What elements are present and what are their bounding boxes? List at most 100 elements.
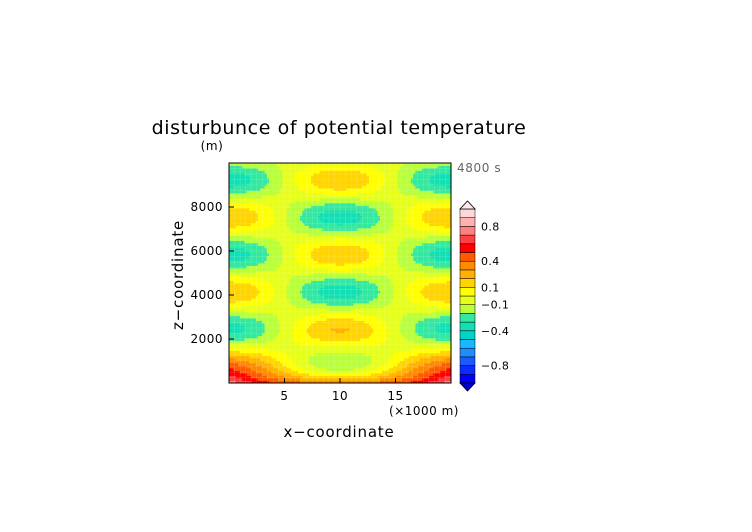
heatmap-cell bbox=[322, 343, 325, 346]
heatmap-cell bbox=[313, 360, 316, 364]
heatmap-cell bbox=[273, 293, 277, 296]
heatmap-cell bbox=[344, 333, 348, 336]
heatmap-cell bbox=[337, 205, 341, 209]
heatmap-cell bbox=[284, 380, 288, 384]
heatmap-cell bbox=[246, 313, 250, 316]
heatmap-cell bbox=[315, 170, 319, 174]
heatmap-cell bbox=[253, 263, 257, 266]
heatmap-cell bbox=[237, 368, 241, 371]
heatmap-cell bbox=[346, 208, 350, 211]
heatmap-cell bbox=[253, 248, 257, 251]
heatmap-cell bbox=[304, 353, 308, 356]
heatmap-cell bbox=[253, 223, 257, 226]
heatmap-cell bbox=[264, 238, 268, 241]
heatmap-cell bbox=[322, 378, 325, 381]
heatmap-cell bbox=[251, 360, 254, 364]
heatmap-cell bbox=[233, 278, 237, 281]
heatmap-cell bbox=[275, 213, 279, 216]
heatmap-cell bbox=[346, 263, 350, 266]
heatmap-cell bbox=[268, 323, 272, 326]
heatmap-cell bbox=[235, 368, 239, 371]
heatmap-cell bbox=[275, 320, 279, 324]
heatmap-cell bbox=[233, 193, 237, 196]
heatmap-cell bbox=[348, 343, 352, 346]
heatmap-cell bbox=[340, 338, 343, 341]
heatmap-cell bbox=[235, 253, 239, 256]
heatmap-cell bbox=[260, 333, 263, 336]
heatmap-cell bbox=[297, 348, 301, 351]
heatmap-cell bbox=[251, 348, 254, 351]
heatmap-cell bbox=[271, 335, 274, 339]
heatmap-cell bbox=[351, 370, 354, 374]
heatmap-cell bbox=[304, 365, 308, 369]
heatmap-cell bbox=[229, 173, 232, 176]
heatmap-cell bbox=[255, 380, 259, 384]
heatmap-cell bbox=[331, 183, 334, 186]
heatmap-cell bbox=[284, 373, 288, 376]
heatmap-cell bbox=[304, 243, 308, 246]
heatmap-cell bbox=[302, 210, 305, 214]
heatmap-cell bbox=[315, 210, 319, 214]
heatmap-cell bbox=[286, 378, 290, 381]
heatmap-cell bbox=[291, 280, 294, 284]
heatmap-cell bbox=[240, 200, 243, 204]
heatmap-cell bbox=[253, 218, 257, 221]
heatmap-cell bbox=[229, 235, 232, 239]
heatmap-cell bbox=[315, 203, 319, 206]
heatmap-cell bbox=[295, 208, 299, 211]
heatmap-cell bbox=[282, 250, 285, 254]
heatmap-cell bbox=[233, 240, 237, 244]
heatmap-cell bbox=[251, 373, 254, 376]
heatmap-cell bbox=[335, 370, 339, 374]
heatmap-cell bbox=[324, 340, 328, 344]
heatmap-cell bbox=[326, 358, 330, 361]
heatmap-cell bbox=[253, 235, 257, 239]
heatmap-cell bbox=[280, 195, 283, 199]
heatmap-cell bbox=[322, 338, 325, 341]
heatmap-cell bbox=[293, 285, 296, 289]
heatmap-cell bbox=[233, 280, 237, 284]
heatmap-cell bbox=[351, 300, 354, 304]
heatmap-cell bbox=[268, 228, 272, 231]
heatmap-cell bbox=[229, 345, 232, 349]
heatmap-cell bbox=[324, 268, 328, 271]
heatmap-cell bbox=[348, 348, 352, 351]
heatmap-cell bbox=[262, 235, 265, 239]
heatmap-cell bbox=[242, 173, 245, 176]
heatmap-cell bbox=[322, 273, 325, 276]
heatmap-cell bbox=[262, 378, 265, 381]
heatmap-cell bbox=[337, 250, 341, 254]
heatmap-cell bbox=[257, 378, 261, 381]
heatmap-cell bbox=[317, 298, 321, 301]
heatmap-cell bbox=[344, 358, 348, 361]
heatmap-cell bbox=[248, 215, 252, 219]
heatmap-cell bbox=[244, 270, 248, 274]
heatmap-cell bbox=[242, 233, 245, 236]
heatmap-cell bbox=[280, 308, 283, 311]
heatmap-cell bbox=[306, 225, 310, 229]
heatmap-cell bbox=[240, 203, 243, 206]
heatmap-cell bbox=[342, 308, 345, 311]
heatmap-cell bbox=[313, 263, 316, 266]
heatmap-cell bbox=[260, 173, 263, 176]
heatmap-cell bbox=[335, 188, 339, 191]
heatmap-cell bbox=[231, 228, 234, 231]
heatmap-cell bbox=[242, 343, 245, 346]
heatmap-cell bbox=[275, 263, 279, 266]
heatmap-cell bbox=[346, 265, 350, 269]
heatmap-cell bbox=[282, 278, 285, 281]
heatmap-cell bbox=[353, 295, 356, 299]
heatmap-cell bbox=[255, 270, 259, 274]
heatmap-cell bbox=[333, 223, 336, 226]
heatmap-cell bbox=[273, 365, 277, 369]
heatmap-cell bbox=[280, 355, 283, 359]
heatmap-cell bbox=[237, 298, 241, 301]
heatmap-cell bbox=[333, 268, 336, 271]
heatmap-cell bbox=[324, 183, 328, 186]
heatmap-cell bbox=[262, 380, 265, 384]
heatmap-cell bbox=[260, 238, 263, 241]
heatmap-cell bbox=[273, 193, 277, 196]
heatmap-cell bbox=[348, 163, 352, 166]
heatmap-cell bbox=[264, 338, 268, 341]
heatmap-cell bbox=[253, 288, 257, 291]
